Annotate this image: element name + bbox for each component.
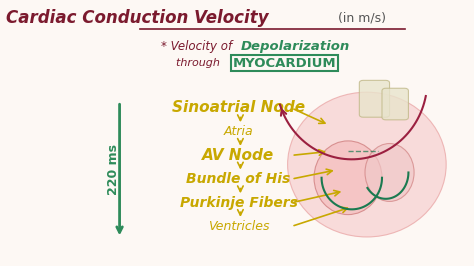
Text: * Velocity of: * Velocity of bbox=[161, 40, 236, 53]
Text: MYOCARDIUM: MYOCARDIUM bbox=[233, 57, 337, 70]
Text: (in m/s): (in m/s) bbox=[334, 12, 386, 25]
FancyBboxPatch shape bbox=[382, 88, 409, 120]
Text: Depolarization: Depolarization bbox=[240, 40, 350, 53]
Text: Ventricles: Ventricles bbox=[208, 220, 269, 233]
Text: Purkinje Fibers: Purkinje Fibers bbox=[180, 196, 298, 210]
Text: Cardiac Conduction Velocity: Cardiac Conduction Velocity bbox=[6, 10, 269, 27]
FancyBboxPatch shape bbox=[359, 80, 390, 117]
Text: Atria: Atria bbox=[224, 125, 253, 138]
Ellipse shape bbox=[288, 92, 446, 237]
Text: through: through bbox=[176, 58, 224, 68]
Text: 220 ms: 220 ms bbox=[108, 144, 120, 195]
Ellipse shape bbox=[365, 144, 414, 201]
Text: Bundle of His: Bundle of His bbox=[186, 172, 291, 186]
Text: Sinoatrial Node: Sinoatrial Node bbox=[172, 101, 305, 115]
Text: AV Node: AV Node bbox=[202, 148, 274, 163]
Ellipse shape bbox=[314, 141, 382, 215]
